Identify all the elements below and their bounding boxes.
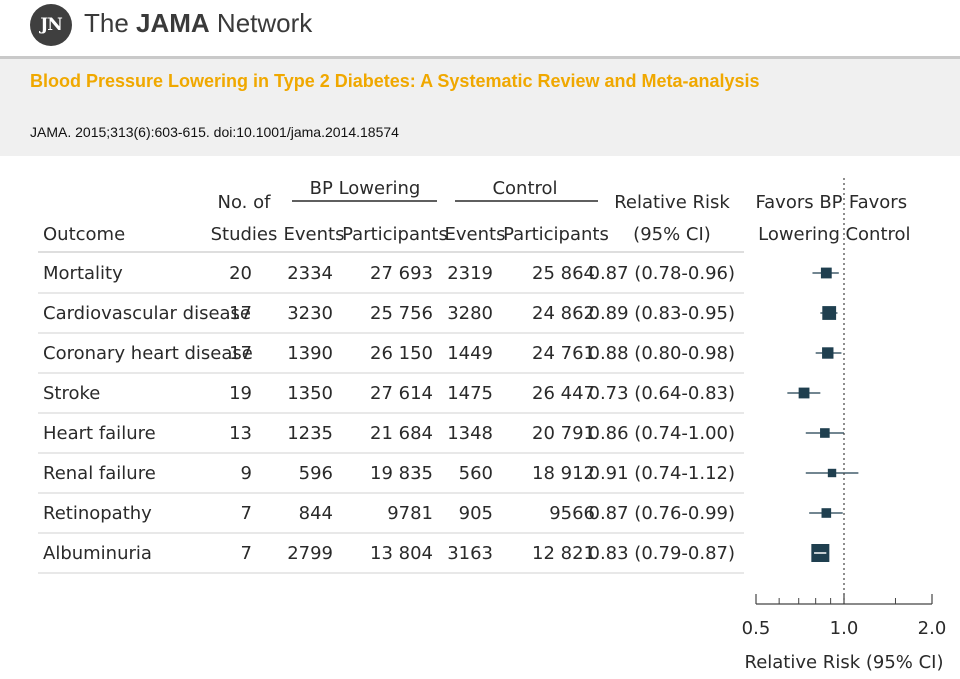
point-estimate-marker <box>820 428 830 438</box>
control-participants-value: 24 761 <box>532 343 595 364</box>
bp-events-value: 844 <box>299 503 333 524</box>
bp-events-value: 1350 <box>287 383 333 404</box>
relative-risk-value: 0.91 (0.74-1.12) <box>589 463 736 484</box>
article-title: Blood Pressure Lowering in Type 2 Diabet… <box>30 71 760 91</box>
bp-events-value: 596 <box>299 463 333 484</box>
publisher-header: JN The JAMA Network <box>0 0 960 56</box>
x-axis-tick-label: 0.5 <box>742 618 771 639</box>
bp-participants-value: 26 150 <box>370 343 433 364</box>
bp-events-value: 3230 <box>287 303 333 324</box>
header-favors-bp-line-2: Lowering <box>758 224 840 245</box>
relative-risk-value: 0.87 (0.78-0.96) <box>589 263 736 284</box>
publisher-name-prefix: The <box>84 8 137 38</box>
bp-participants-value: 9781 <box>387 503 433 524</box>
point-estimate-marker <box>798 387 810 399</box>
header-studies-line-1: No. of <box>218 192 272 213</box>
control-participants-value: 25 864 <box>532 263 595 284</box>
control-events-value: 560 <box>459 463 493 484</box>
control-events-value: 1449 <box>447 343 493 364</box>
article-citation: JAMA. 2015;313(6):603-615. doi:10.1001/j… <box>30 124 399 140</box>
relative-risk-value: 0.86 (0.74-1.00) <box>589 423 736 444</box>
x-axis-tick-label: 1.0 <box>830 618 859 639</box>
outcome-label: Heart failure <box>43 423 156 444</box>
header-relative-risk-line-1: Relative Risk <box>614 192 730 213</box>
header-control: Control <box>492 178 557 199</box>
header-bp-events: Events <box>284 224 345 245</box>
publisher-name: The JAMA Network <box>84 8 312 39</box>
outcome-label: Retinopathy <box>43 503 152 524</box>
studies-count: 7 <box>241 543 252 564</box>
point-estimate-marker <box>822 347 834 359</box>
point-estimate-marker <box>820 267 832 279</box>
bp-participants-value: 19 835 <box>370 463 433 484</box>
bp-participants-value: 13 804 <box>370 543 433 564</box>
relative-risk-value: 0.87 (0.76-0.99) <box>589 503 736 524</box>
studies-count: 17 <box>229 343 252 364</box>
header-favors-bp-line-1: Favors BP <box>755 192 842 213</box>
x-axis-label: Relative Risk (95% CI) <box>745 652 944 673</box>
header-bp-lowering: BP Lowering <box>310 178 421 199</box>
studies-count: 13 <box>229 423 252 444</box>
bp-participants-value: 21 684 <box>370 423 433 444</box>
jama-network-logo-icon: JN <box>30 4 72 46</box>
bp-participants-value: 27 693 <box>370 263 433 284</box>
x-axis-tick-label: 2.0 <box>918 618 947 639</box>
studies-count: 17 <box>229 303 252 324</box>
control-events-value: 1475 <box>447 383 493 404</box>
point-estimate-marker <box>821 508 832 518</box>
forest-plot-figure: BP Lowering Control No. of Studies Outcome Ev… <box>38 178 947 673</box>
studies-count: 9 <box>241 463 252 484</box>
bp-events-value: 1390 <box>287 343 333 364</box>
relative-risk-value: 0.88 (0.80-0.98) <box>589 343 736 364</box>
outcome-label: Stroke <box>43 383 100 404</box>
publisher-name-strong: JAMA <box>136 8 210 38</box>
bp-events-value: 2799 <box>287 543 333 564</box>
outcome-label: Cardiovascular disease <box>43 303 251 324</box>
header-control-participants: Participants <box>503 224 609 245</box>
outcome-label: Renal failure <box>43 463 156 484</box>
header-divider <box>0 56 960 59</box>
control-events-value: 3280 <box>447 303 493 324</box>
relative-risk-value: 0.83 (0.79-0.87) <box>589 543 736 564</box>
relative-risk-value: 0.73 (0.64-0.83) <box>589 383 736 404</box>
control-participants-value: 26 447 <box>532 383 595 404</box>
citation-panel <box>0 59 960 156</box>
point-estimate-marker <box>822 306 837 320</box>
header-favors-control-line-1: Favors <box>849 192 907 213</box>
bp-participants-value: 25 756 <box>370 303 433 324</box>
studies-count: 19 <box>229 383 252 404</box>
header-favors-control-line-2: Control <box>845 224 910 245</box>
point-estimate-marker <box>827 468 837 478</box>
header-control-events: Events <box>445 224 506 245</box>
header-relative-risk-line-2: (95% CI) <box>633 224 711 245</box>
control-events-value: 1348 <box>447 423 493 444</box>
header-bp-participants: Participants <box>342 224 448 245</box>
control-participants-value: 20 791 <box>532 423 595 444</box>
studies-count: 20 <box>229 263 252 284</box>
control-events-value: 905 <box>459 503 493 524</box>
studies-count: 7 <box>241 503 252 524</box>
publisher-name-suffix: Network <box>209 8 313 38</box>
outcome-label: Coronary heart disease <box>43 343 253 364</box>
header-studies-line-2: Studies <box>211 224 278 245</box>
control-participants-value: 18 912 <box>532 463 595 484</box>
control-events-value: 3163 <box>447 543 493 564</box>
control-participants-value: 9566 <box>549 503 595 524</box>
header-outcome: Outcome <box>43 224 125 245</box>
control-participants-value: 12 821 <box>532 543 595 564</box>
bp-participants-value: 27 614 <box>370 383 433 404</box>
relative-risk-value: 0.89 (0.83-0.95) <box>589 303 736 324</box>
outcome-label: Mortality <box>43 263 123 284</box>
control-events-value: 2319 <box>447 263 493 284</box>
control-participants-value: 24 862 <box>532 303 595 324</box>
bp-events-value: 2334 <box>287 263 333 284</box>
bp-events-value: 1235 <box>287 423 333 444</box>
outcome-label: Albuminuria <box>43 543 152 564</box>
